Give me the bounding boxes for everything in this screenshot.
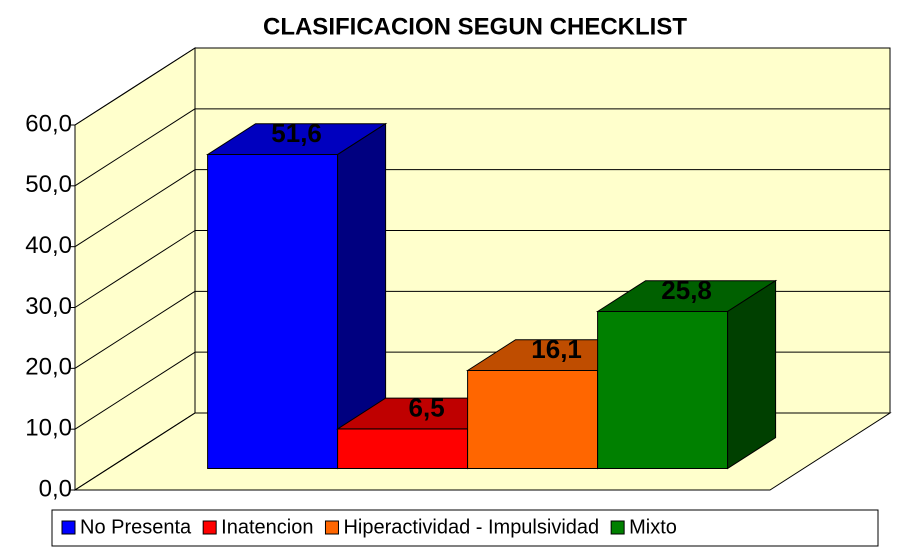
grid-line (74, 351, 196, 430)
grid-line (74, 108, 196, 187)
data-label: 6,5 (409, 393, 445, 423)
legend-label: No Presenta (80, 516, 192, 538)
bar-front (597, 310, 729, 469)
data-label: 51,6 (271, 118, 322, 148)
bar-side (727, 279, 777, 470)
bar (595, 279, 778, 470)
legend-label: Hiperactividad - Impulsividad (343, 516, 599, 538)
grid-line (74, 169, 196, 248)
y-tick-label: 10,0 (25, 415, 72, 442)
grid-line (74, 47, 196, 126)
legend-swatch (324, 520, 339, 535)
legend-swatch (202, 520, 217, 535)
grid-line (74, 412, 196, 491)
y-tick-label: 40,0 (25, 232, 72, 259)
grid-line (74, 230, 196, 308)
bar (205, 122, 388, 470)
grid-line (74, 290, 196, 369)
y-tick-label: 30,0 (25, 293, 72, 320)
y-tick-label: 60,0 (25, 110, 72, 137)
data-label: 25,8 (661, 275, 712, 305)
y-tick-label: 20,0 (25, 354, 72, 381)
legend-swatch (610, 520, 625, 535)
y-tick-label: 50,0 (25, 171, 72, 198)
legend-label: Mixto (629, 516, 677, 538)
bar-front (207, 154, 339, 469)
chart-title: CLASIFICACION SEGUN CHECKLIST (263, 13, 687, 40)
bar-front (337, 428, 469, 469)
legend: No Presenta Inatencion Hiperactividad - Im… (51, 509, 879, 547)
data-label: 16,1 (531, 334, 582, 364)
legend-box (51, 509, 879, 547)
legend-label: Inatencion (221, 516, 313, 538)
y-tick-label: 0,0 (39, 475, 72, 502)
bar-front (467, 369, 599, 469)
legend-swatch (61, 520, 76, 535)
